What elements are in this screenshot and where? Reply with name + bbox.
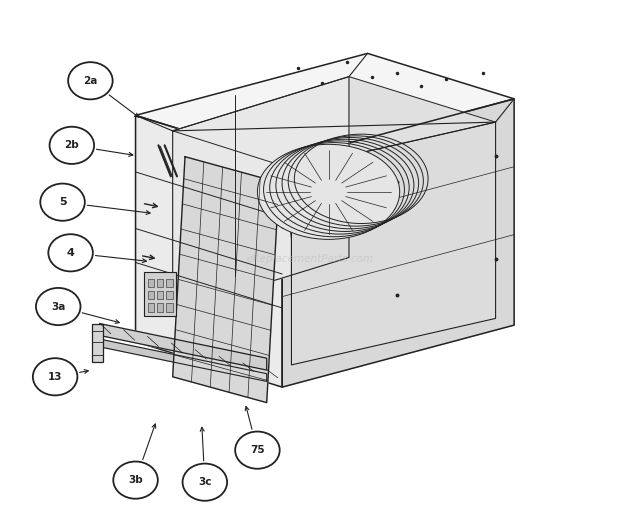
Circle shape xyxy=(48,234,93,271)
Polygon shape xyxy=(100,324,267,370)
Polygon shape xyxy=(172,157,279,402)
Text: 3b: 3b xyxy=(128,475,143,485)
Bar xyxy=(148,279,154,287)
Circle shape xyxy=(50,127,94,164)
Circle shape xyxy=(68,62,113,99)
Polygon shape xyxy=(282,99,514,387)
Circle shape xyxy=(36,288,81,325)
Bar xyxy=(157,291,164,299)
Text: 2b: 2b xyxy=(64,140,79,150)
Bar xyxy=(92,324,104,362)
Text: 5: 5 xyxy=(59,197,66,207)
Text: 4: 4 xyxy=(67,248,74,258)
Polygon shape xyxy=(172,77,495,168)
Bar xyxy=(148,304,154,312)
Circle shape xyxy=(182,464,227,501)
Bar xyxy=(148,291,154,299)
Circle shape xyxy=(33,358,78,395)
Bar xyxy=(167,291,172,299)
Polygon shape xyxy=(136,53,514,161)
Ellipse shape xyxy=(257,145,400,239)
Polygon shape xyxy=(172,77,349,312)
Bar xyxy=(144,272,176,316)
Polygon shape xyxy=(136,116,282,387)
Text: eReplacementParts.com: eReplacementParts.com xyxy=(246,254,374,264)
Text: 2a: 2a xyxy=(83,76,97,86)
Text: 13: 13 xyxy=(48,372,63,382)
Polygon shape xyxy=(291,122,495,365)
Text: 3c: 3c xyxy=(198,477,211,487)
Circle shape xyxy=(235,431,280,469)
Bar xyxy=(157,279,164,287)
Text: 75: 75 xyxy=(250,445,265,455)
Bar xyxy=(167,279,172,287)
Circle shape xyxy=(113,462,158,499)
Bar xyxy=(157,304,164,312)
Bar xyxy=(167,304,172,312)
Circle shape xyxy=(40,183,85,221)
Text: 3a: 3a xyxy=(51,301,66,311)
Polygon shape xyxy=(100,339,267,381)
